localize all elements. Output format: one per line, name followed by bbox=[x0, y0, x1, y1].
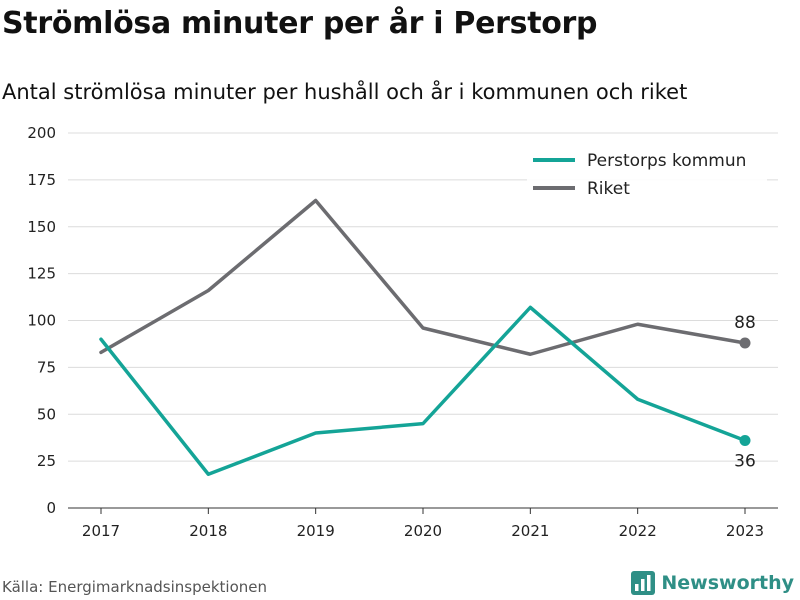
y-tick-label-75: 75 bbox=[37, 358, 56, 376]
y-tick-label-125: 125 bbox=[27, 265, 56, 283]
y-tick-label-175: 175 bbox=[27, 171, 56, 189]
x-tick-label-2017: 2017 bbox=[82, 522, 120, 540]
x-tick-label-2023: 2023 bbox=[726, 522, 764, 540]
end-label-perstorps-kommun: 36 bbox=[734, 452, 756, 472]
y-tick-label-25: 25 bbox=[37, 452, 56, 470]
y-tick-label-0: 0 bbox=[46, 499, 56, 517]
legend-label-riket: Riket bbox=[587, 179, 630, 199]
x-tick-label-2018: 2018 bbox=[189, 522, 227, 540]
series-line-perstorps-kommun bbox=[99, 305, 747, 476]
y-tick-label-200: 200 bbox=[27, 124, 56, 142]
source-note: Källa: Energimarknadsinspektionen bbox=[2, 578, 268, 596]
end-point-riket bbox=[739, 337, 751, 349]
x-tick-label-2022: 2022 bbox=[619, 522, 657, 540]
end-label-riket: 88 bbox=[734, 313, 756, 333]
brand-name: Newsworthy bbox=[661, 572, 794, 594]
x-tick-label-2020: 2020 bbox=[404, 522, 442, 540]
bar-chart-logo-icon bbox=[631, 571, 656, 595]
legend-box bbox=[527, 143, 767, 201]
y-tick-label-150: 150 bbox=[27, 218, 56, 236]
series-line-riket bbox=[99, 198, 747, 356]
chart-subtitle: Antal strömlösa minuter per hushåll och … bbox=[2, 80, 688, 104]
x-tick-label-2021: 2021 bbox=[511, 522, 549, 540]
line-chart: 0 25 50 75 100 125 150 175 200 2017 2018 2019 2020 20… bbox=[27, 124, 778, 540]
y-tick-label-50: 50 bbox=[37, 405, 56, 423]
chart-title: Strömlösa minuter per år i Perstorp bbox=[2, 6, 598, 41]
legend-label-perstorps-kommun: Perstorps kommun bbox=[587, 151, 746, 171]
x-tick-label-2019: 2019 bbox=[297, 522, 335, 540]
brand-logo: Newsworthy bbox=[631, 571, 794, 595]
end-point-perstorps-kommun bbox=[739, 435, 751, 446]
y-tick-label-100: 100 bbox=[27, 312, 56, 330]
